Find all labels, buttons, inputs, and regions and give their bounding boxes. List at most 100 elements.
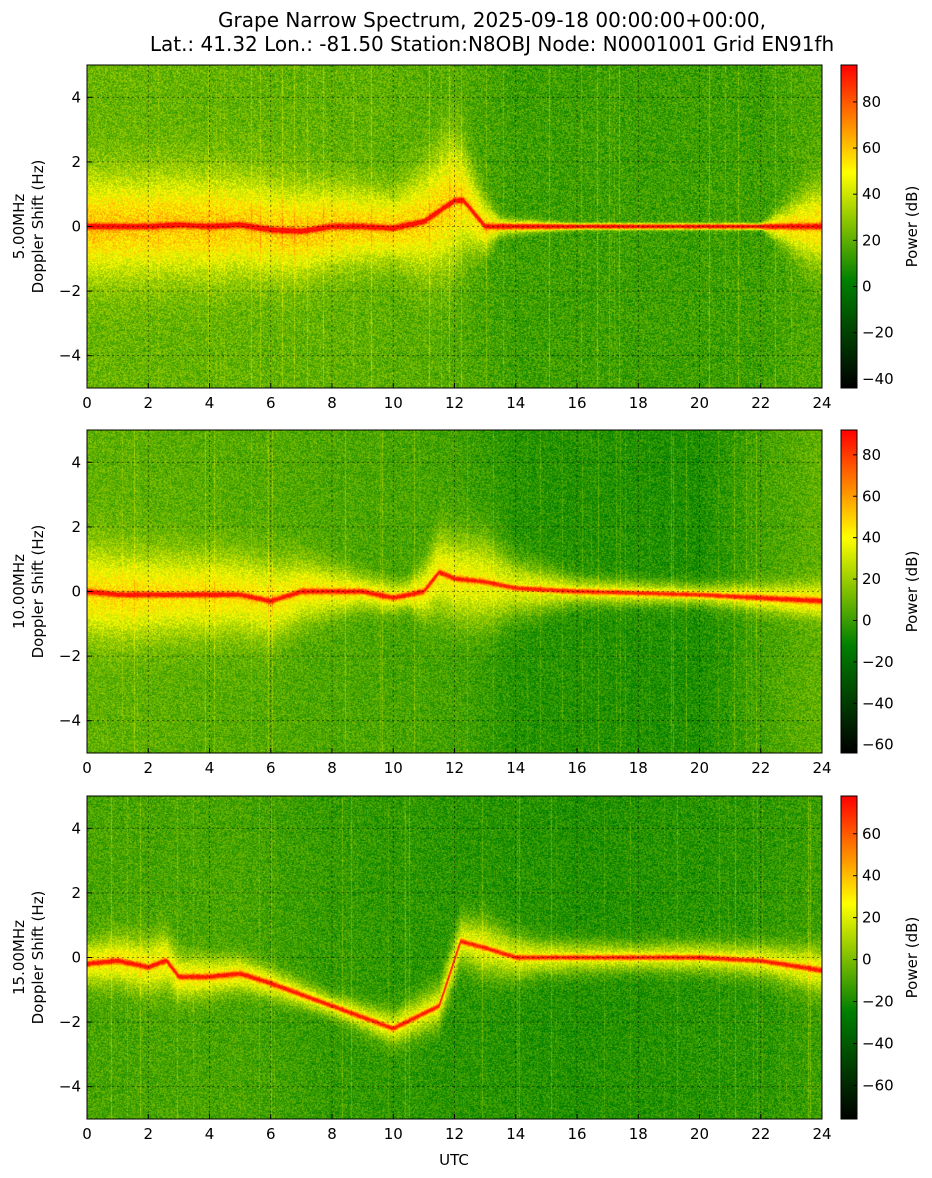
y-tick-label: 0	[71, 218, 81, 236]
x-tick-label: 6	[266, 394, 276, 412]
colorbar-tick-label: −20	[862, 653, 894, 671]
y-tick-label: 0	[71, 583, 81, 601]
y-tick-label: −4	[59, 347, 81, 365]
colorbar-label: Power (dB)	[903, 186, 921, 268]
colorbar-tick-label: 60	[862, 487, 881, 505]
y-axis-label-line-2: Doppler Shift (Hz)	[29, 525, 47, 659]
x-tick-label: 10	[384, 1125, 403, 1143]
x-tick-label: 12	[445, 1125, 464, 1143]
figure-title-line-2: Lat.: 41.32 Lon.: -81.50 Station:N8OBJ N…	[150, 32, 834, 56]
y-tick-label: −2	[59, 282, 81, 300]
x-tick-label: 8	[327, 1125, 337, 1143]
colorbar-tick-label: −40	[862, 1034, 894, 1052]
y-axis-label-line-2: Doppler Shift (Hz)	[29, 160, 47, 294]
x-tick-label: 16	[567, 759, 586, 777]
x-tick-label: 0	[82, 759, 92, 777]
y-tick-label: 4	[71, 88, 81, 106]
y-tick-label: −4	[59, 712, 81, 730]
colorbar-tick-label: 20	[862, 231, 881, 249]
y-axis-label-line-1: 5.00MHz	[10, 194, 28, 260]
y-axis-label-line-1: 10.00MHz	[10, 554, 28, 629]
colorbar: 80 60 40 20 0 −20 −40 Power (dB)	[840, 64, 921, 389]
x-tick-label: 24	[812, 759, 831, 777]
x-tick-label: 12	[445, 759, 464, 777]
colorbar-label: Power (dB)	[903, 551, 921, 633]
x-tick-label: 18	[629, 759, 648, 777]
y-tick-label: −2	[59, 1013, 81, 1031]
x-tick-label: 22	[751, 759, 770, 777]
x-tick-label: 18	[629, 1125, 648, 1143]
y-tick-label: 4	[71, 453, 81, 471]
colorbar-gradient	[840, 795, 858, 1120]
x-tick-label: 6	[266, 759, 276, 777]
colorbar-tick-label: −40	[862, 370, 894, 388]
colorbar-tick-label: 60	[862, 825, 881, 843]
x-tick-label: 14	[506, 394, 525, 412]
x-tick-label: 8	[327, 759, 337, 777]
colorbar-tick-label: −40	[862, 694, 894, 712]
x-tick-label: 22	[751, 1125, 770, 1143]
x-tick-label: 2	[143, 1125, 153, 1143]
colorbar-tick-label: 20	[862, 909, 881, 927]
colorbar-tick-label: −60	[862, 1076, 894, 1094]
x-tick-label: 20	[690, 759, 709, 777]
x-tick-label: 0	[82, 394, 92, 412]
y-tick-label: 0	[71, 949, 81, 967]
doppler-trace	[87, 199, 822, 233]
x-tick-label: 6	[266, 1125, 276, 1143]
x-tick-label: 0	[82, 1125, 92, 1143]
x-tick-label: 24	[812, 1125, 831, 1143]
y-tick-label: 4	[71, 819, 81, 837]
x-tick-label: 12	[445, 394, 464, 412]
x-tick-label: 14	[506, 1125, 525, 1143]
x-tick-label: 10	[384, 759, 403, 777]
y-tick-label: −2	[59, 647, 81, 665]
y-tick-label: 2	[71, 884, 81, 902]
x-tick-label: 8	[327, 394, 337, 412]
x-tick-label: 14	[506, 759, 525, 777]
x-tick-label: 4	[205, 1125, 215, 1143]
x-tick-label: 4	[205, 759, 215, 777]
colorbar-gradient	[840, 64, 858, 389]
colorbar-tick-label: 40	[862, 529, 881, 547]
colorbar-tick-label: 0	[862, 611, 872, 629]
y-tick-label: −4	[59, 1078, 81, 1096]
colorbar-tick-label: 80	[862, 446, 881, 464]
y-tick-label: 2	[71, 518, 81, 536]
colorbar-label: Power (dB)	[903, 917, 921, 999]
x-tick-label: 16	[567, 394, 586, 412]
x-tick-label: 20	[690, 1125, 709, 1143]
y-axis-label-line-1: 15.00MHz	[10, 920, 28, 995]
y-axis-label-line-2: Doppler Shift (Hz)	[29, 891, 47, 1025]
colorbar-tick-label: 20	[862, 570, 881, 588]
colorbar-tick-label: 60	[862, 139, 881, 157]
colorbar-tick-label: 40	[862, 867, 881, 885]
x-tick-label: 22	[751, 394, 770, 412]
colorbar: 80 60 40 20 0 −20 −40 −60 Power (dB)	[840, 429, 921, 754]
x-tick-label: 16	[567, 1125, 586, 1143]
x-tick-label: 18	[629, 394, 648, 412]
x-tick-label: 4	[205, 394, 215, 412]
x-tick-label: 2	[143, 394, 153, 412]
colorbar-tick-label: −20	[862, 324, 894, 342]
x-tick-label: 2	[143, 759, 153, 777]
colorbar-tick-label: 0	[862, 277, 872, 295]
colorbar: 60 40 20 0 −20 −40 −60 Power (dB)	[840, 795, 921, 1120]
colorbar-tick-label: −60	[862, 736, 894, 754]
colorbar-tick-label: 40	[862, 185, 881, 203]
x-tick-label: 20	[690, 394, 709, 412]
colorbar-tick-label: 80	[862, 93, 881, 111]
x-tick-label: 24	[812, 394, 831, 412]
colorbar-tick-label: −20	[862, 993, 894, 1011]
colorbar-tick-label: 0	[862, 951, 872, 969]
x-axis-label: UTC	[439, 1151, 469, 1169]
figure-title-line-1: Grape Narrow Spectrum, 2025-09-18 00:00:…	[218, 8, 766, 32]
x-tick-label: 10	[384, 394, 403, 412]
y-tick-label: 2	[71, 153, 81, 171]
colorbar-gradient	[840, 429, 858, 754]
